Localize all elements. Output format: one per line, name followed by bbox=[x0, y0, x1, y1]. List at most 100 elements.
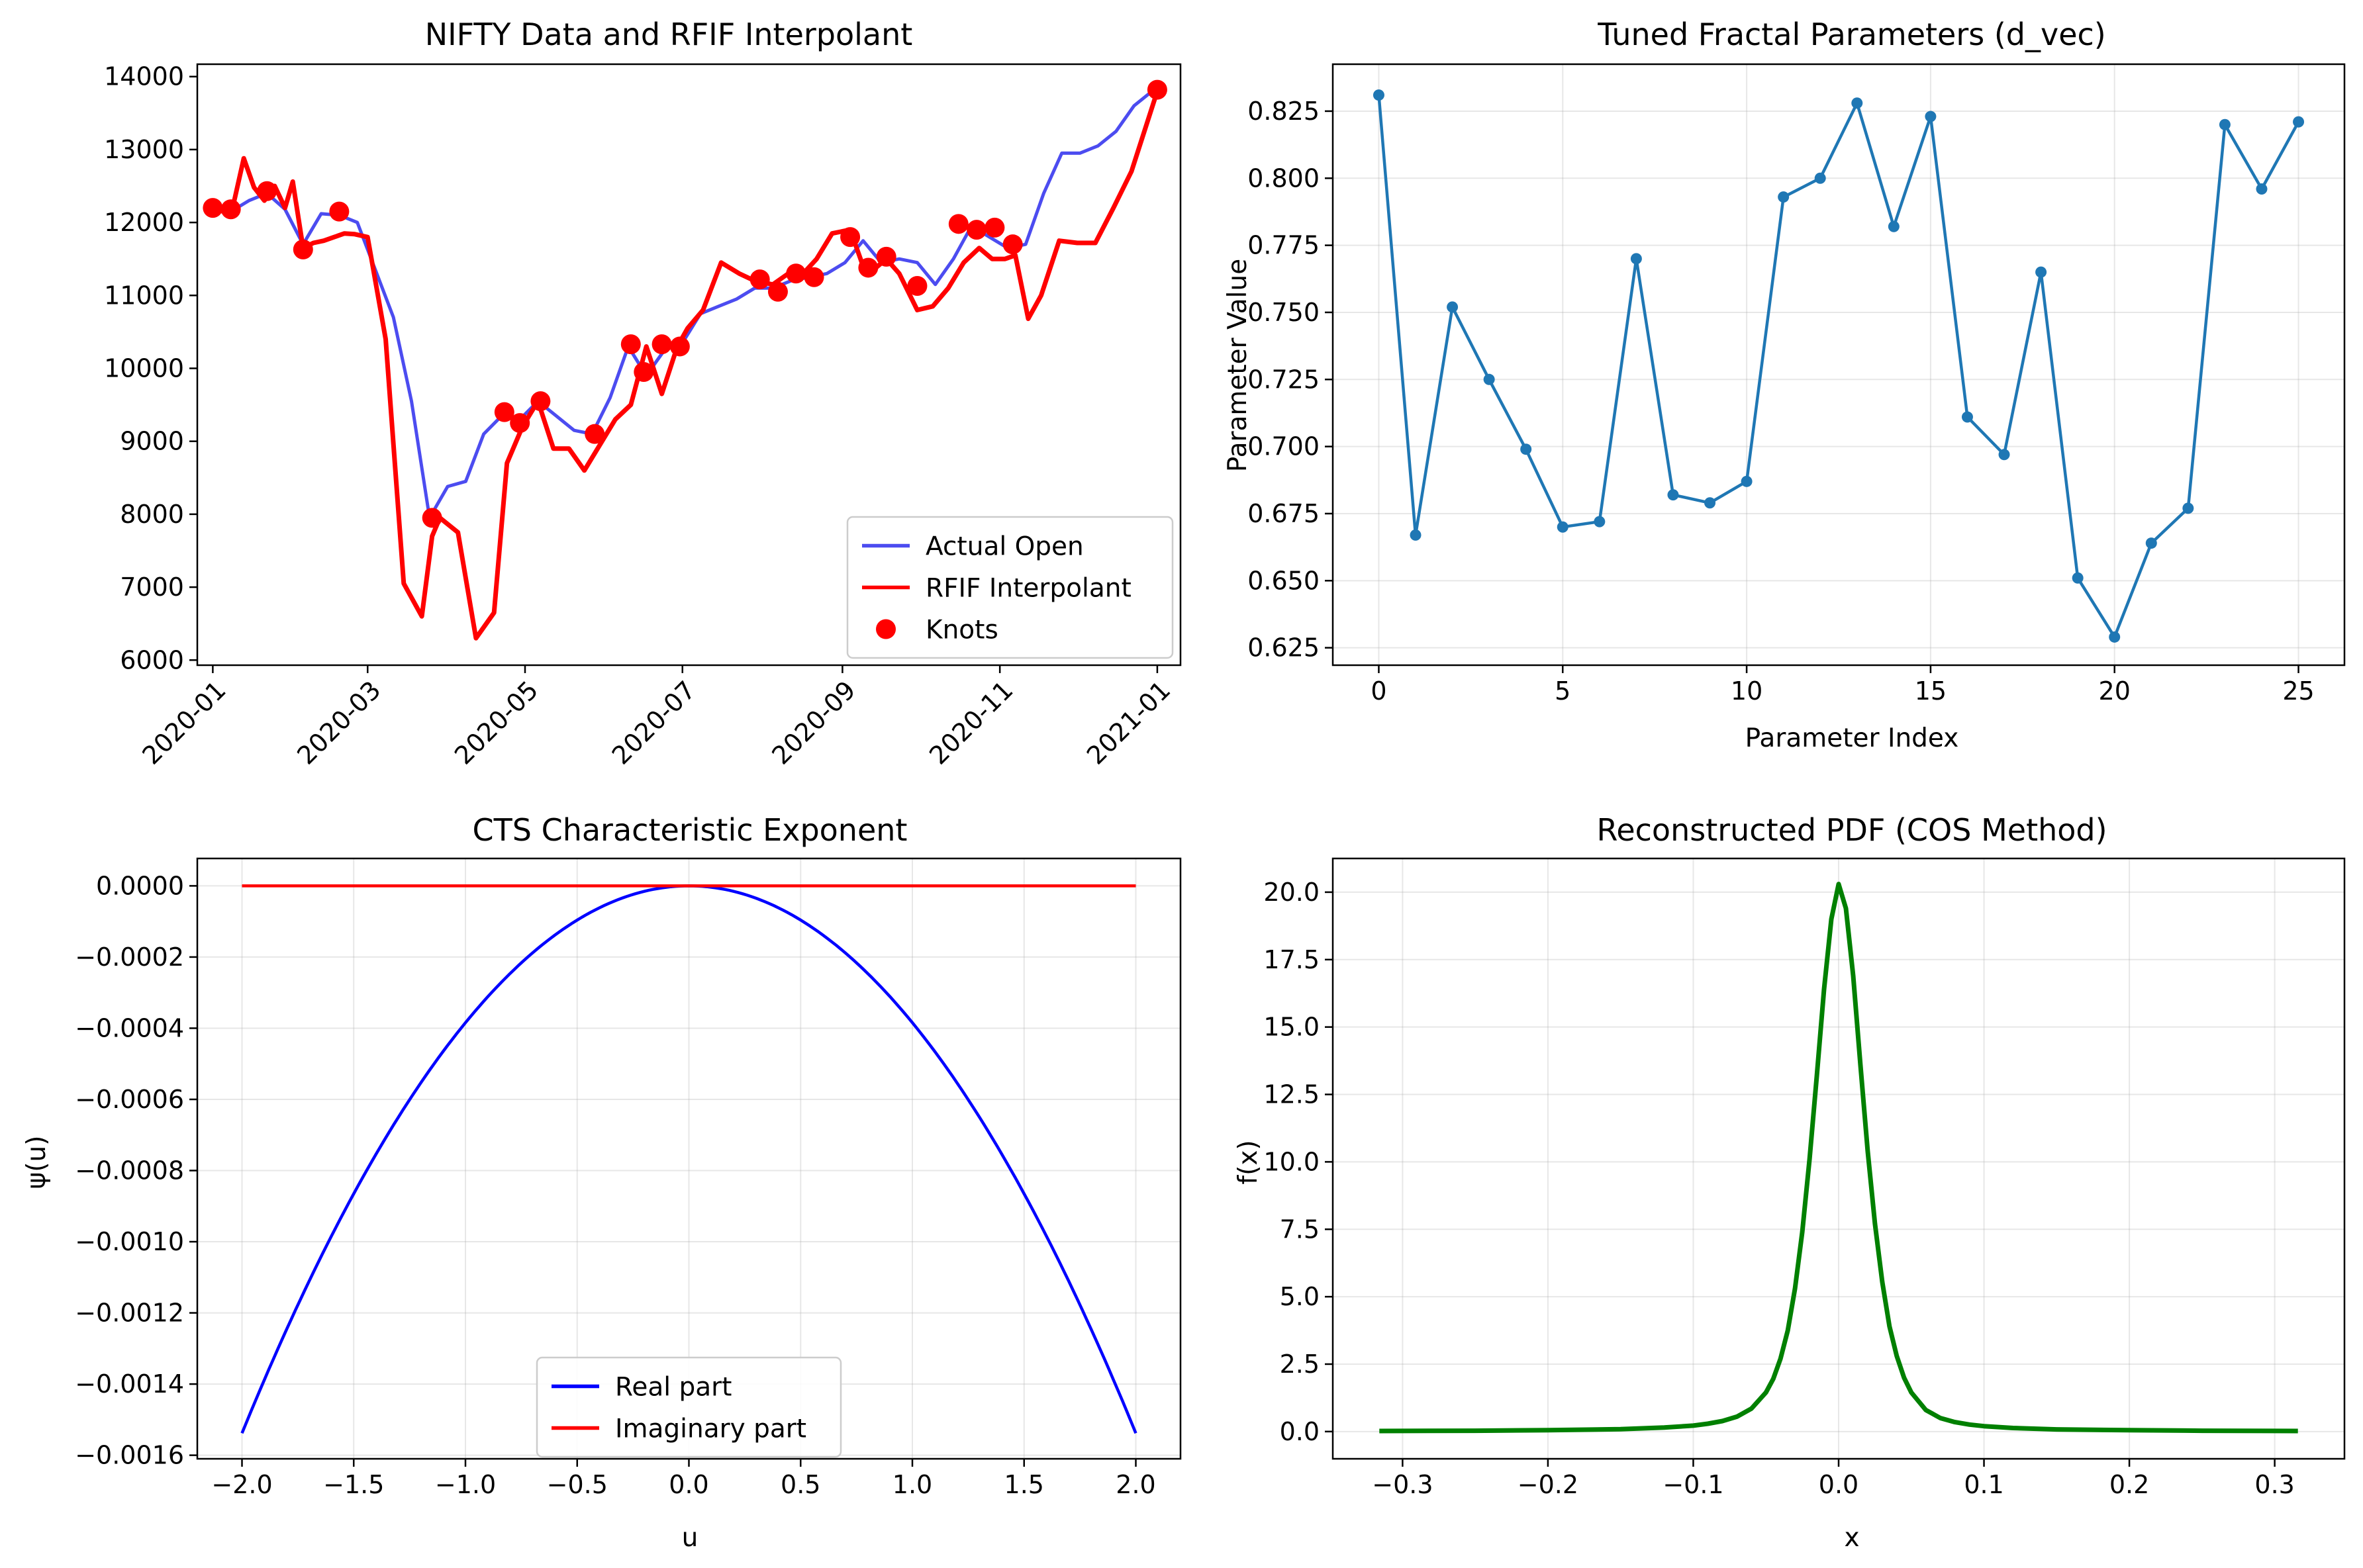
x-tick-label: 10 bbox=[1731, 676, 1762, 706]
knots-point bbox=[985, 217, 1005, 238]
data-point bbox=[1925, 111, 1937, 122]
data-point bbox=[2109, 631, 2121, 643]
x-tick-label: −0.5 bbox=[547, 1470, 608, 1499]
x-tick-label: 25 bbox=[2282, 676, 2314, 706]
knots-point bbox=[510, 413, 530, 434]
chart-title: NIFTY Data and RFIF Interpolant bbox=[425, 17, 913, 52]
chart-title: Reconstructed PDF (COS Method) bbox=[1596, 812, 2107, 848]
knots-point bbox=[422, 508, 442, 528]
x-tick-label: 1.5 bbox=[1004, 1470, 1044, 1499]
x-tick-label: 15 bbox=[1915, 676, 1947, 706]
y-tick-label: 0.825 bbox=[1247, 97, 1320, 126]
y-tick-label: 0.675 bbox=[1247, 499, 1320, 528]
rfif-interpolant-line bbox=[212, 90, 1160, 641]
knots-point bbox=[749, 269, 770, 290]
panel-pdf: Reconstructed PDF (COS Method) x f(x) −0… bbox=[1233, 812, 2346, 1553]
x-tick-label: 0.0 bbox=[1819, 1470, 1858, 1499]
series-line bbox=[1379, 882, 2298, 1434]
knots-point bbox=[634, 362, 654, 383]
data-point bbox=[1594, 516, 1606, 528]
chart-title: Tuned Fractal Parameters (d_vec) bbox=[1597, 17, 2106, 52]
y-axis-label: Parameter Value bbox=[1223, 259, 1253, 472]
x-tick-label: 20 bbox=[2099, 676, 2131, 706]
knots-point bbox=[257, 181, 277, 201]
chart-title: CTS Characteristic Exponent bbox=[473, 812, 908, 848]
x-tick-label: 0.3 bbox=[2254, 1470, 2294, 1499]
y-tick-label: 0.700 bbox=[1247, 432, 1320, 461]
data-point bbox=[1961, 411, 1973, 423]
legend-frame bbox=[536, 1356, 842, 1458]
y-tick-label: 0.775 bbox=[1247, 231, 1320, 260]
x-tick-label: 5 bbox=[1555, 676, 1570, 706]
knots-point bbox=[585, 424, 605, 444]
data-point bbox=[2219, 118, 2231, 130]
x-axis-label: Parameter Index bbox=[1745, 723, 1959, 753]
x-tick-label: −0.1 bbox=[1663, 1470, 1723, 1499]
knots-point bbox=[329, 201, 350, 222]
y-tick-label: 7.5 bbox=[1280, 1215, 1320, 1244]
knots-point bbox=[876, 246, 896, 267]
knots-point bbox=[220, 199, 241, 220]
y-tick-label: 7000 bbox=[120, 573, 184, 602]
plot-frame bbox=[1331, 63, 2346, 667]
knots-point bbox=[530, 391, 551, 412]
x-tick-label: −0.2 bbox=[1518, 1470, 1578, 1499]
y-tick-label: 0.800 bbox=[1247, 163, 1320, 193]
knots-point bbox=[804, 267, 824, 287]
x-axis-label: u bbox=[682, 1523, 699, 1553]
knots-point bbox=[967, 220, 987, 240]
panel-fractal-params: Tuned Fractal Parameters (d_vec) Paramet… bbox=[1223, 17, 2346, 753]
data-point bbox=[2145, 537, 2157, 549]
knots-point bbox=[1147, 79, 1167, 100]
legend-label: Real part bbox=[615, 1373, 732, 1403]
y-axis-label: ψ(u) bbox=[22, 1136, 52, 1189]
x-tick-label: −1.0 bbox=[435, 1470, 496, 1499]
x-tick-label: 0.1 bbox=[1964, 1470, 2003, 1499]
knots-point bbox=[494, 402, 514, 422]
plot-frame bbox=[196, 63, 1182, 667]
y-tick-label: 9000 bbox=[120, 427, 184, 456]
y-tick-label: 8000 bbox=[120, 500, 184, 529]
data-point bbox=[1483, 373, 1495, 385]
y-tick-label: 0.650 bbox=[1247, 566, 1320, 595]
knots-point bbox=[651, 334, 672, 355]
y-tick-label: 17.5 bbox=[1263, 945, 1320, 974]
knots-point bbox=[1002, 234, 1023, 255]
data-point bbox=[1704, 497, 1716, 509]
y-tick-label: 10000 bbox=[104, 354, 184, 383]
y-tick-label: 0.0000 bbox=[96, 871, 184, 900]
legend: Real part Imaginary part bbox=[536, 1356, 842, 1458]
data-point bbox=[1778, 191, 1790, 203]
legend-marker bbox=[876, 619, 896, 639]
knots-point bbox=[620, 334, 641, 355]
data-point bbox=[1741, 475, 1753, 487]
x-tick-label: 0.0 bbox=[669, 1470, 708, 1499]
legend-label: Imaginary part bbox=[615, 1414, 806, 1444]
legend-label: RFIF Interpolant bbox=[926, 574, 1132, 604]
y-tick-label: 13000 bbox=[104, 135, 184, 164]
knots-point bbox=[786, 263, 806, 284]
y-tick-label: 20.0 bbox=[1263, 878, 1320, 907]
knots-point bbox=[203, 198, 223, 218]
y-tick-label: −0.0010 bbox=[75, 1227, 184, 1256]
y-tick-label: −0.0008 bbox=[75, 1156, 184, 1185]
x-tick-label: 1.0 bbox=[892, 1470, 932, 1499]
y-tick-label: 12.5 bbox=[1263, 1080, 1320, 1109]
x-tick-label: −2.0 bbox=[211, 1470, 272, 1499]
knots-point bbox=[669, 336, 690, 357]
y-tick-label: 14000 bbox=[104, 62, 184, 91]
data-point bbox=[2035, 266, 2047, 278]
y-tick-label: −0.0012 bbox=[75, 1299, 184, 1328]
data-point bbox=[1447, 301, 1459, 313]
data-point bbox=[1410, 529, 1422, 541]
x-tick-label: −1.5 bbox=[323, 1470, 384, 1499]
legend-label: Knots bbox=[926, 616, 998, 645]
data-point bbox=[1520, 443, 1532, 455]
knots-point bbox=[767, 281, 788, 302]
data-point bbox=[1888, 220, 1900, 232]
y-tick-label: 6000 bbox=[120, 645, 184, 674]
data-point bbox=[2293, 116, 2305, 128]
legend: Actual Open RFIF Interpolant Knots bbox=[846, 516, 1174, 659]
data-point bbox=[1851, 97, 1863, 109]
